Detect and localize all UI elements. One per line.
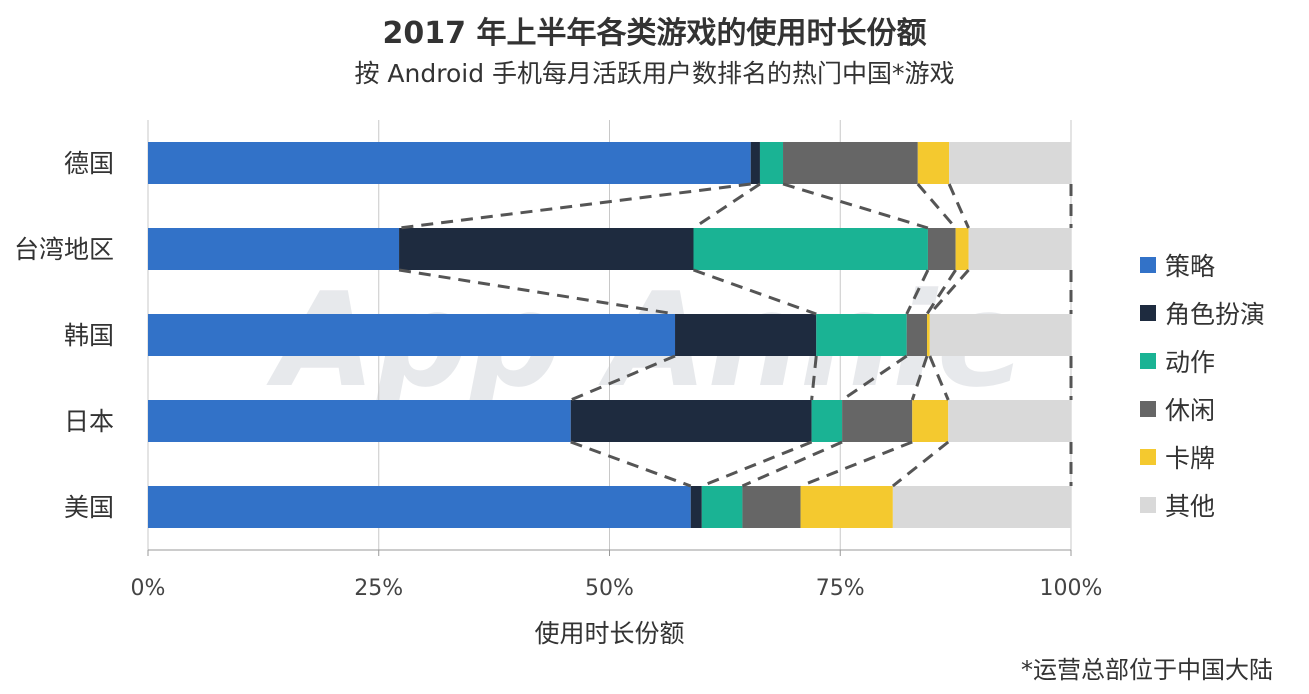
bar-segment	[927, 314, 930, 356]
legend-label: 其他	[1165, 492, 1216, 521]
bar-segment	[929, 314, 1071, 356]
legend-item: 休闲	[1140, 394, 1216, 425]
legend-swatch	[1140, 353, 1156, 369]
bar-segment	[968, 228, 1071, 270]
category-label: 台湾地区	[14, 235, 114, 264]
connector-line	[891, 440, 950, 488]
bar-segment	[399, 228, 694, 270]
connector-line	[398, 268, 676, 316]
footnote: *运营总部位于中国大陆	[1021, 656, 1273, 684]
legend-swatch	[1140, 305, 1156, 321]
connector-line	[800, 440, 913, 488]
connector-line	[925, 269, 957, 315]
connector-line	[916, 183, 957, 229]
connector-line	[928, 269, 970, 315]
x-axis-label: 使用时长份额	[534, 619, 684, 648]
bar-segment	[675, 314, 817, 356]
legend-label: 策略	[1165, 252, 1216, 281]
connector-line	[928, 355, 950, 401]
connector-line	[570, 440, 692, 488]
x-tick-label: 0%	[131, 576, 166, 601]
bar-segment	[842, 400, 913, 442]
bar-segment	[811, 400, 843, 442]
category-label: 日本	[64, 407, 114, 436]
legend-label: 角色扮演	[1165, 300, 1266, 329]
category-label: 德国	[64, 149, 114, 178]
bar-segment	[693, 228, 928, 270]
bar-segment	[800, 486, 893, 528]
connector-line	[398, 182, 751, 230]
legend-swatch	[1140, 497, 1156, 513]
x-tick-label: 100%	[1040, 576, 1103, 601]
bar-segment	[927, 228, 956, 270]
category-label: 韩国	[64, 321, 114, 350]
connector-line	[910, 355, 929, 401]
bar-segment	[148, 400, 571, 442]
bar-segment	[949, 142, 1071, 184]
bar-segment	[759, 142, 784, 184]
bar-segment	[783, 142, 918, 184]
bar-segment	[816, 314, 907, 356]
bar-segment	[917, 142, 950, 184]
bar-segment	[912, 400, 949, 442]
connector-line	[692, 182, 761, 230]
category-label: 美国	[64, 493, 114, 522]
bar-segment	[955, 228, 969, 270]
legend-label: 动作	[1165, 348, 1216, 377]
bar-segment	[148, 142, 751, 184]
legend-item: 动作	[1140, 346, 1216, 377]
legend-label: 卡牌	[1165, 444, 1216, 473]
connector-line	[741, 440, 843, 488]
legend-item: 角色扮演	[1140, 298, 1266, 329]
legend-item: 其他	[1140, 490, 1216, 521]
connector-line	[905, 269, 930, 315]
connector-line	[692, 268, 817, 316]
bar-segment	[570, 400, 812, 442]
legend-item: 策略	[1140, 250, 1216, 281]
x-tick-label: 75%	[816, 576, 865, 601]
connector-line	[782, 182, 929, 230]
legend-swatch	[1140, 449, 1156, 465]
bar-segment	[701, 486, 743, 528]
bar-segment	[892, 486, 1071, 528]
bar-segment	[148, 228, 400, 270]
bar-segment	[750, 142, 760, 184]
legend-swatch	[1140, 401, 1156, 417]
bar-segment	[948, 400, 1071, 442]
x-tick-label: 50%	[585, 576, 634, 601]
legend-swatch	[1140, 257, 1156, 273]
legend-item: 卡牌	[1140, 442, 1216, 473]
bar-segment	[742, 486, 801, 528]
connector-line	[841, 354, 908, 402]
chart-subtitle: 按 Android 手机每月活跃用户数排名的热门中国*游戏	[354, 59, 955, 88]
connector-line	[947, 183, 970, 229]
x-tick-label: 25%	[354, 576, 403, 601]
bar-segment	[690, 486, 702, 528]
chart-title: 2017 年上半年各类游戏的使用时长份额	[382, 16, 927, 51]
bar-segment	[906, 314, 928, 356]
legend-label: 休闲	[1165, 396, 1216, 425]
bar-segment	[148, 314, 676, 356]
connector-line	[810, 355, 818, 401]
bar-segment	[148, 486, 691, 528]
